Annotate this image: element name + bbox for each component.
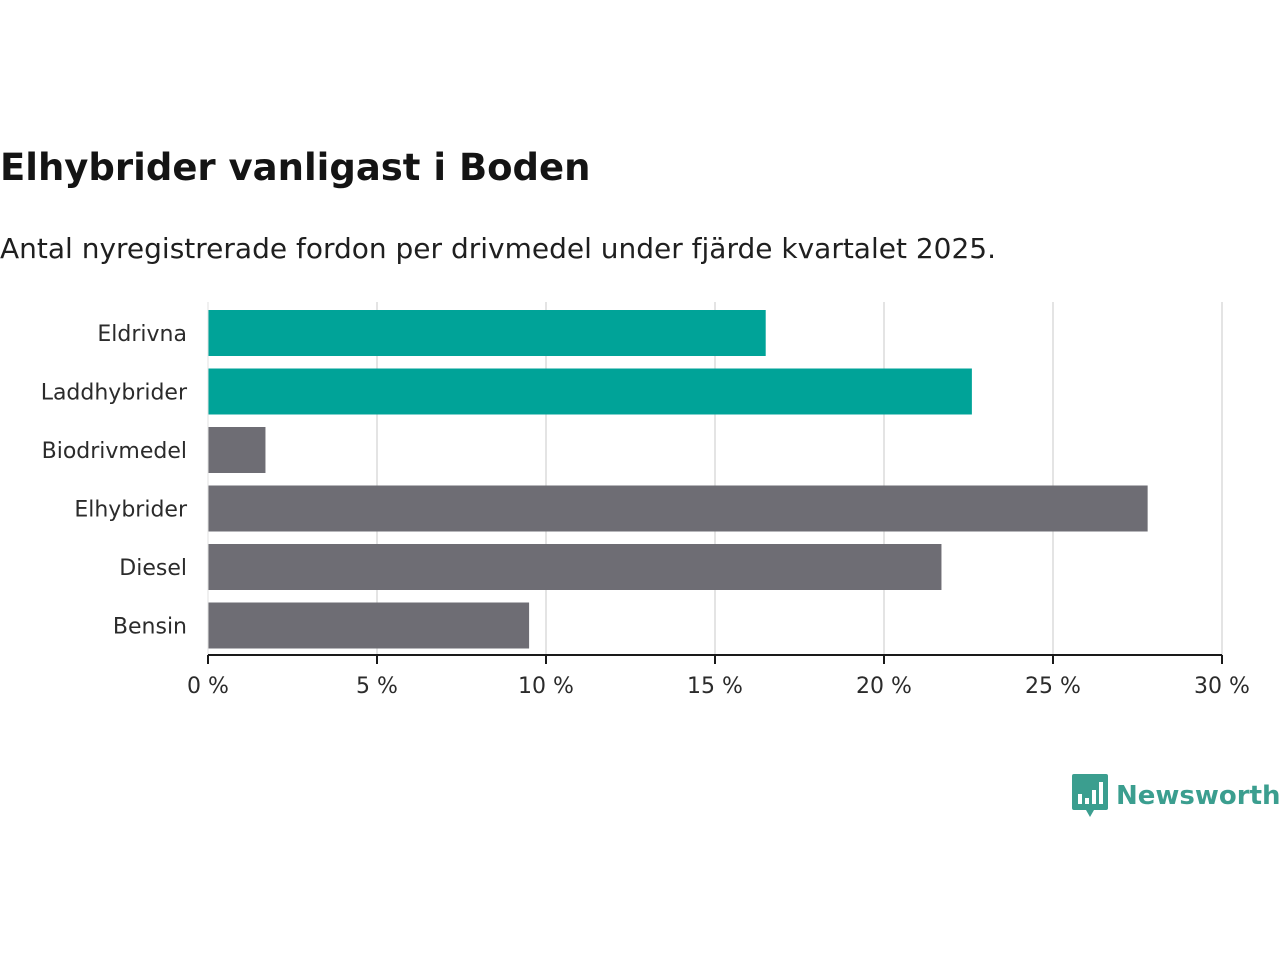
bar-bensin <box>208 602 530 649</box>
bar-elhybrider <box>208 485 1148 532</box>
x-tick-label-4: 20 % <box>856 674 912 699</box>
brand-name: Newsworthy <box>1116 781 1280 811</box>
category-label-laddhybrider: Laddhybrider <box>41 381 188 406</box>
x-tick-label-0: 0 % <box>187 674 229 699</box>
bar-eldrivna <box>208 310 766 356</box>
x-axis: 0 % 5 % 10 % 15 % 20 % 25 % 30 % <box>187 302 1250 699</box>
bar-chart: 0 % 5 % 10 % 15 % 20 % 25 % 30 % Eldrivna Laddh… <box>41 302 1250 699</box>
gridlines <box>376 302 1223 655</box>
category-label-eldrivna: Eldrivna <box>97 322 187 347</box>
x-tick-label-2: 10 % <box>518 674 574 699</box>
category-label-bensin: Bensin <box>113 615 187 640</box>
bar-laddhybrider <box>208 368 972 415</box>
bars <box>208 310 1148 649</box>
category-labels: Eldrivna Laddhybrider Biodrivmedel Elhybrid… <box>41 322 188 640</box>
category-label-diesel: Diesel <box>119 556 187 581</box>
bar-diesel <box>208 544 942 590</box>
category-label-biodrivmedel: Biodrivmedel <box>42 439 187 464</box>
x-tick-label-3: 15 % <box>687 674 743 699</box>
bar-biodrivmedel <box>208 427 266 473</box>
brand-footer: Newsworthy <box>1072 774 1280 818</box>
newsworthy-logo-icon <box>1072 774 1108 817</box>
chart-subtitle: Antal nyregistrerade fordon per drivmede… <box>0 232 997 265</box>
x-tick-label-5: 25 % <box>1025 674 1081 699</box>
x-tick-label-1: 5 % <box>356 674 398 699</box>
chart-title: Elhybrider vanligast i Boden <box>0 146 591 189</box>
x-tick-label-6: 30 % <box>1194 674 1250 699</box>
category-label-elhybrider: Elhybrider <box>74 498 188 523</box>
